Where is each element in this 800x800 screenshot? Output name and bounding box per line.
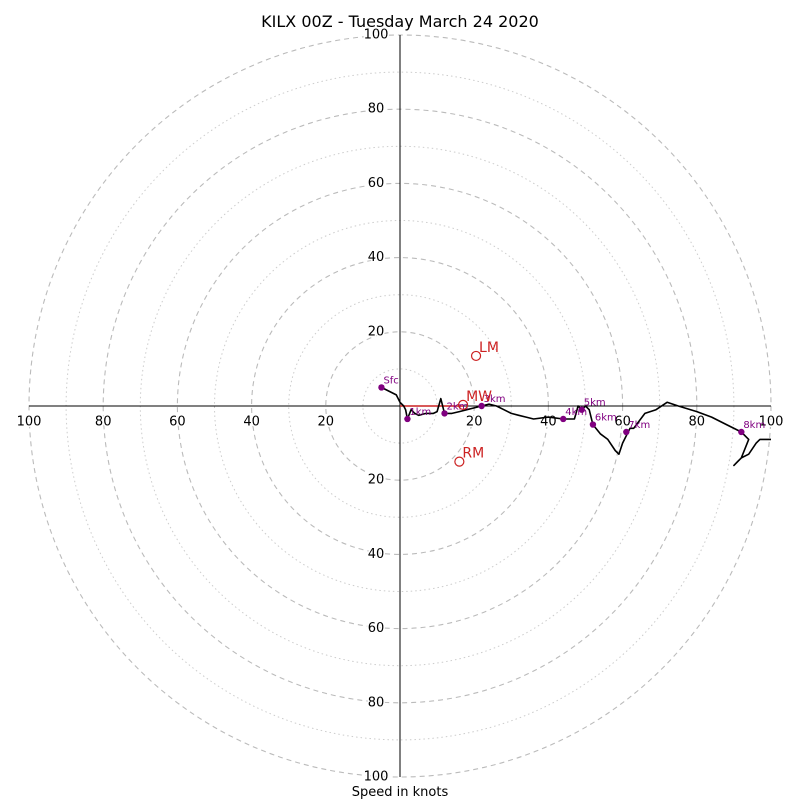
y-tick-bottom-100: 100 [364, 770, 389, 785]
x-tick-left-40: 40 [243, 415, 260, 430]
storm-label-rm: RM [462, 446, 484, 462]
x-axis-label: Speed in knots [352, 785, 449, 800]
storm-motion-markers: LM MW RM [454, 340, 499, 467]
height-label-1km: 1km [409, 407, 431, 418]
height-label-2km: 2km [447, 401, 469, 412]
hodograph-trace [381, 386, 771, 467]
height-marker-3km [478, 402, 485, 410]
height-marker-2km [441, 410, 448, 417]
chart-title: KILX 00Z - Tuesday March 24 2020 [261, 12, 539, 31]
y-tick-bottom-40: 40 [368, 547, 385, 562]
x-tick-right-100: 100 [759, 415, 784, 430]
x-tick-right-20: 20 [466, 415, 483, 430]
storm-marker-lm [470, 350, 482, 362]
height-marker-sfc [378, 384, 385, 391]
y-tick-top-100: 100 [364, 28, 389, 43]
storm-marker-rm [454, 456, 465, 467]
y-tick-bottom-20: 20 [368, 473, 385, 488]
axis-tick-labels: 100 80 60 40 20 20 40 60 80 100100806040202040608… [15, 26, 785, 786]
y-tick-top-80: 80 [368, 102, 385, 117]
x-tick-left-80: 80 [95, 415, 112, 430]
height-label-8km: 8km [743, 420, 765, 431]
height-marker-4km [560, 415, 567, 423]
storm-marker-mw [457, 399, 469, 410]
height-marker-1km [404, 415, 411, 423]
y-tick-top-60: 60 [368, 176, 385, 191]
x-tick-right-60: 60 [614, 415, 631, 430]
height-label-7km: 7km [628, 420, 650, 431]
height-label-6km: 6km [595, 413, 617, 424]
y-tick-top-20: 20 [368, 324, 385, 339]
x-tick-left-20: 20 [318, 415, 335, 430]
x-tick-right-80: 80 [689, 415, 706, 430]
height-label-3km: 3km [484, 394, 506, 405]
height-label-5km: 5km [584, 398, 606, 409]
height-marker-8km [738, 428, 745, 436]
x-tick-left-100: 100 [17, 415, 42, 430]
y-tick-bottom-80: 80 [368, 695, 385, 710]
height-marker-5km [578, 406, 585, 413]
storm-label-mw: MW [466, 389, 492, 405]
height-marker-7km [623, 428, 630, 436]
y-tick-bottom-60: 60 [368, 621, 385, 636]
hodograph-trace-line [381, 386, 771, 467]
height-label-sfc: Sfc [383, 375, 398, 386]
x-tick-left-60: 60 [169, 415, 186, 430]
storm-label-lm: LM [479, 340, 499, 356]
y-tick-top-40: 40 [368, 250, 385, 265]
height-marker-6km [589, 421, 597, 428]
height-label-4km: 4km [565, 407, 587, 418]
